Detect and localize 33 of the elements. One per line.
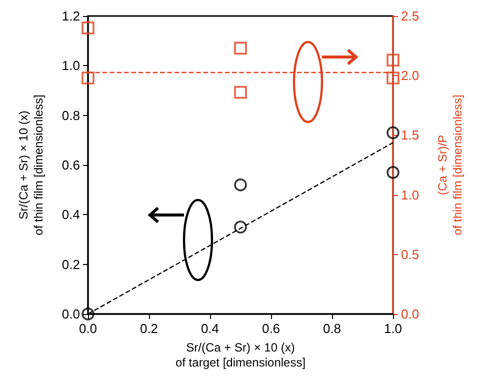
- y-tick-label: 0.6: [62, 158, 80, 172]
- y2-tick-label: 2.5: [401, 8, 420, 24]
- x-tick-label: 0.0: [78, 321, 98, 336]
- y2-tick-label: 0.5: [401, 246, 420, 262]
- y-tick-label: 1.0: [62, 58, 80, 74]
- x-tick-label: 1.0: [384, 321, 402, 336]
- point: [234, 86, 247, 99]
- point: [82, 22, 94, 34]
- point: [234, 220, 247, 234]
- point: [386, 54, 400, 67]
- y-tick-label: 0.0: [62, 306, 80, 322]
- point: [386, 166, 400, 179]
- y2-tick-label: 1.5: [401, 128, 420, 143]
- x-tick-label: 0.8: [322, 321, 342, 336]
- x-tick-label: 0.2: [140, 321, 158, 336]
- y-tick-label: 0.8: [62, 108, 80, 123]
- x-tick-label: 0.6: [262, 321, 280, 336]
- point: [82, 308, 94, 320]
- x-axis-title: Sr/(Ca + Sr) × 10 (x) of target [dimensionless]: [175, 340, 306, 370]
- y-tick-label: 0.2: [62, 256, 80, 272]
- y-tick-label: 0.4: [62, 207, 80, 222]
- y-axis-title: Sr/(Ca + Sr) × 10 (x) of thin film [dimensionless]: [16, 94, 46, 236]
- y2-tick-label: 2.0: [401, 68, 420, 84]
- point: [234, 42, 247, 55]
- y2-tick-label: 1.0: [401, 187, 420, 202]
- x-tick-label: 0.4: [200, 321, 220, 336]
- point: [234, 178, 247, 192]
- point: [386, 72, 400, 84]
- point: [82, 72, 94, 84]
- point: [386, 126, 400, 140]
- y-tick-label: 1.2: [62, 8, 80, 24]
- y2-tick-label: 0.0: [401, 306, 420, 322]
- y2-axis-title: (Ca + Sr)/P of thin film [dimensionless]: [436, 94, 464, 236]
